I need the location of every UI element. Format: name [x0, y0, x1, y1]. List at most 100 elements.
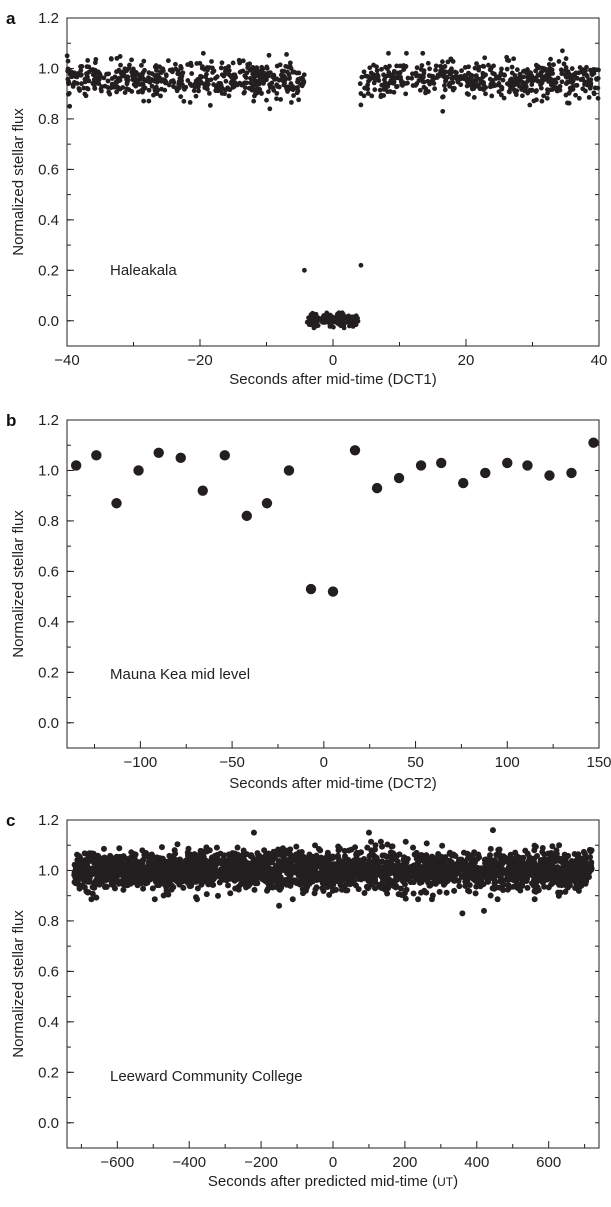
data-point: [452, 69, 458, 75]
data-point: [274, 90, 280, 96]
data-point: [438, 63, 443, 69]
data-point: [88, 896, 95, 903]
data-points-a: [64, 48, 601, 331]
data-point: [129, 57, 134, 63]
data-point: [288, 857, 295, 864]
data-point: [133, 465, 144, 476]
data-point: [255, 68, 261, 74]
data-point: [178, 94, 184, 99]
data-point: [483, 91, 488, 97]
data-point: [78, 72, 84, 78]
y-tick-label: 1.0: [38, 862, 59, 879]
data-point: [207, 102, 213, 108]
data-point: [326, 891, 333, 898]
data-point: [464, 75, 469, 81]
data-point: [524, 884, 531, 891]
data-point: [101, 75, 107, 81]
data-point: [554, 88, 560, 94]
data-point: [563, 92, 569, 98]
data-point: [296, 97, 302, 103]
data-point: [320, 866, 327, 873]
x-axis-label-c-unit: UT: [437, 1175, 454, 1189]
data-point: [78, 875, 85, 882]
data-point: [277, 62, 283, 68]
data-point: [276, 84, 282, 90]
data-point: [592, 85, 598, 91]
data-point: [519, 93, 525, 99]
data-point: [569, 66, 575, 71]
data-point: [560, 878, 567, 885]
data-point: [584, 72, 589, 78]
panel-c: c −600 −400 −200 0 200 400 600 0.0 0.2 0.4 0.6 0.8…: [6, 811, 600, 1190]
data-point: [311, 890, 318, 897]
data-point: [83, 859, 90, 866]
data-point: [399, 863, 406, 870]
data-point: [401, 881, 408, 888]
data-point: [553, 80, 559, 86]
data-point: [230, 72, 236, 78]
data-point: [588, 437, 599, 448]
data-point: [93, 894, 100, 901]
data-point: [338, 878, 345, 885]
data-point: [470, 867, 477, 874]
y-tick-label: 1.0: [38, 462, 59, 479]
data-point: [329, 862, 336, 869]
data-point: [504, 886, 511, 893]
data-point: [249, 76, 255, 82]
data-point: [471, 95, 477, 100]
data-point: [512, 73, 518, 78]
data-point: [142, 67, 147, 73]
data-point: [331, 324, 336, 330]
data-point: [64, 53, 70, 59]
data-point: [226, 93, 232, 99]
data-point: [410, 844, 417, 851]
data-point: [93, 72, 98, 78]
data-point: [415, 460, 427, 471]
data-point: [179, 82, 185, 87]
data-point: [70, 460, 82, 471]
data-point: [432, 86, 438, 92]
panel-a: a −40 −20 0 20 40 0.0 0.2 0.4 0.6 0.8 1.0 1.2 Hale…: [6, 9, 607, 388]
data-point: [368, 847, 375, 854]
data-point: [557, 83, 563, 89]
data-point: [502, 457, 513, 469]
data-point: [306, 880, 313, 887]
data-point: [336, 310, 342, 316]
data-point: [487, 84, 493, 90]
data-point: [510, 873, 517, 880]
data-point: [196, 872, 203, 879]
data-point: [317, 847, 324, 854]
data-point: [376, 858, 383, 865]
data-point: [584, 862, 591, 869]
data-point: [495, 866, 502, 873]
data-point: [436, 457, 447, 469]
data-point: [254, 86, 260, 92]
data-point: [532, 843, 539, 850]
data-point: [398, 892, 405, 899]
data-point: [295, 79, 300, 85]
data-point: [528, 88, 534, 93]
data-point: [184, 870, 191, 877]
data-point: [78, 68, 84, 73]
data-point: [387, 89, 393, 94]
data-point: [547, 862, 554, 869]
data-point: [355, 875, 362, 882]
data-point: [367, 65, 373, 71]
data-point: [474, 61, 479, 67]
data-point: [165, 858, 172, 865]
data-point: [223, 872, 230, 879]
data-point: [204, 71, 209, 77]
data-point: [345, 879, 352, 886]
data-point: [456, 883, 463, 890]
data-point: [360, 861, 367, 868]
data-point: [152, 77, 158, 83]
data-point: [590, 67, 596, 73]
data-point: [220, 862, 227, 869]
data-point: [529, 82, 535, 87]
data-point: [139, 860, 146, 867]
data-point: [225, 851, 232, 858]
data-point: [487, 76, 493, 82]
data-point: [397, 868, 404, 875]
data-point: [519, 860, 526, 867]
data-point: [240, 58, 246, 64]
